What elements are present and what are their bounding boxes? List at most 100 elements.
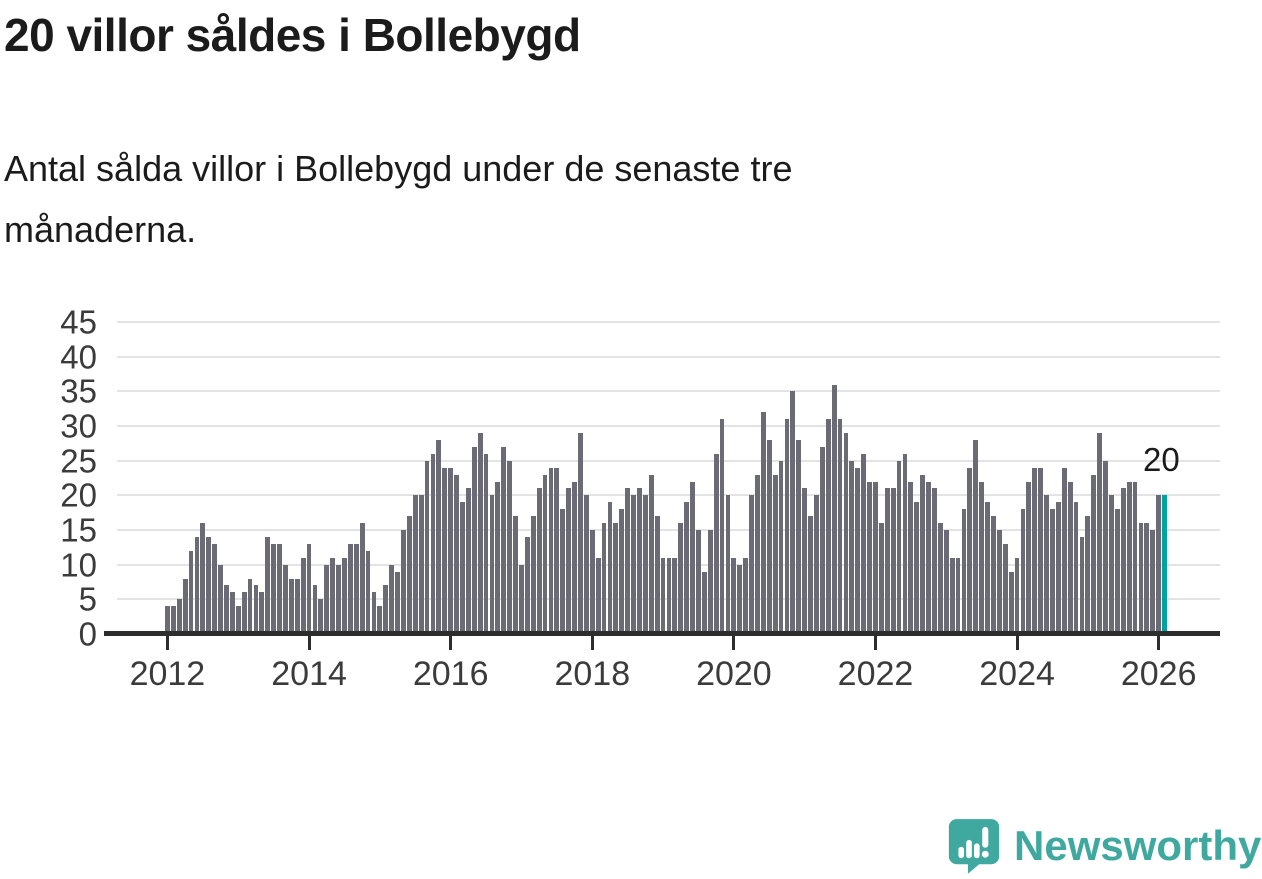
bar <box>1073 502 1079 634</box>
bar <box>471 446 477 634</box>
bar <box>890 488 896 634</box>
bar <box>873 481 878 634</box>
y-axis-label-25: 25 <box>60 442 97 480</box>
bar <box>1044 495 1049 634</box>
y-axis-label-15: 15 <box>60 511 97 549</box>
bar <box>943 530 949 634</box>
bar <box>536 488 542 634</box>
y-axis-label-10: 10 <box>60 546 97 584</box>
bar <box>766 439 772 634</box>
bar <box>200 523 206 634</box>
bar <box>796 439 802 634</box>
bar <box>371 592 377 634</box>
bar <box>1097 433 1103 634</box>
chart-title: 20 villor såldes i Bollebygd <box>4 9 581 61</box>
bar <box>985 502 990 634</box>
bar <box>949 557 955 634</box>
x-axis-label-2014: 2014 <box>271 655 347 693</box>
bar <box>595 557 601 634</box>
bar <box>1020 509 1026 634</box>
bar <box>519 564 524 634</box>
bar <box>696 530 701 634</box>
bar <box>1014 557 1020 634</box>
bar <box>684 502 690 634</box>
bar <box>212 543 218 634</box>
bar <box>218 564 223 634</box>
bar <box>283 564 288 634</box>
bar <box>460 502 465 634</box>
bar <box>583 495 589 634</box>
bar <box>265 536 271 634</box>
bar <box>1109 495 1114 634</box>
x-tick-2016 <box>449 636 453 650</box>
bar <box>560 509 566 634</box>
bar <box>389 564 395 634</box>
x-axis-label-2020: 2020 <box>696 655 772 693</box>
bar <box>790 391 796 634</box>
bar <box>849 460 855 634</box>
bar <box>731 557 737 634</box>
y-axis-label-5: 5 <box>78 580 97 618</box>
x-tick-2022 <box>874 636 877 650</box>
bar <box>277 543 282 634</box>
bar <box>572 481 577 634</box>
bar <box>259 592 265 634</box>
gridline-40 <box>117 355 1220 358</box>
gridline-45 <box>117 321 1220 324</box>
newsworthy-logo: Newsworthy <box>948 818 1261 874</box>
bar <box>383 585 389 634</box>
x-tick-2024 <box>1015 636 1019 650</box>
bar <box>224 585 229 634</box>
bar <box>814 495 819 634</box>
bar <box>442 467 448 634</box>
bar <box>713 453 719 634</box>
bar <box>601 523 607 634</box>
bar <box>365 550 371 634</box>
bar <box>749 495 754 634</box>
bar <box>642 495 648 634</box>
bar <box>861 453 867 634</box>
bar <box>660 557 666 634</box>
bar <box>631 495 636 634</box>
bar <box>395 571 400 634</box>
bar <box>855 467 861 634</box>
bar <box>1126 481 1132 634</box>
bar <box>908 481 914 634</box>
last-value-annotation: 20 <box>1143 441 1180 478</box>
x-axis-label-2026: 2026 <box>1120 655 1197 693</box>
bar <box>247 578 253 634</box>
bar <box>235 606 241 634</box>
bar <box>772 474 778 634</box>
bar <box>194 536 200 634</box>
bar <box>672 557 678 634</box>
bar <box>1061 467 1067 634</box>
bar <box>448 467 454 634</box>
bar <box>206 536 212 634</box>
bar <box>760 412 766 634</box>
bar <box>306 543 312 634</box>
bar <box>607 502 613 634</box>
bar <box>884 488 890 634</box>
bar <box>784 419 790 634</box>
bar <box>507 460 513 634</box>
bar <box>955 557 961 634</box>
bar <box>548 467 554 634</box>
bar <box>241 592 247 634</box>
bar <box>1002 543 1008 634</box>
bar <box>666 557 672 634</box>
bar <box>271 543 277 634</box>
bar <box>914 502 920 634</box>
bar <box>253 585 259 634</box>
bar <box>778 460 784 634</box>
bar <box>501 446 507 634</box>
bar <box>926 481 931 634</box>
bar <box>690 481 695 634</box>
bar <box>554 467 560 634</box>
bar <box>524 536 530 634</box>
bar <box>837 419 843 634</box>
bar <box>701 571 707 634</box>
bar <box>1079 536 1085 634</box>
bar <box>1114 509 1120 634</box>
bar <box>802 488 808 634</box>
